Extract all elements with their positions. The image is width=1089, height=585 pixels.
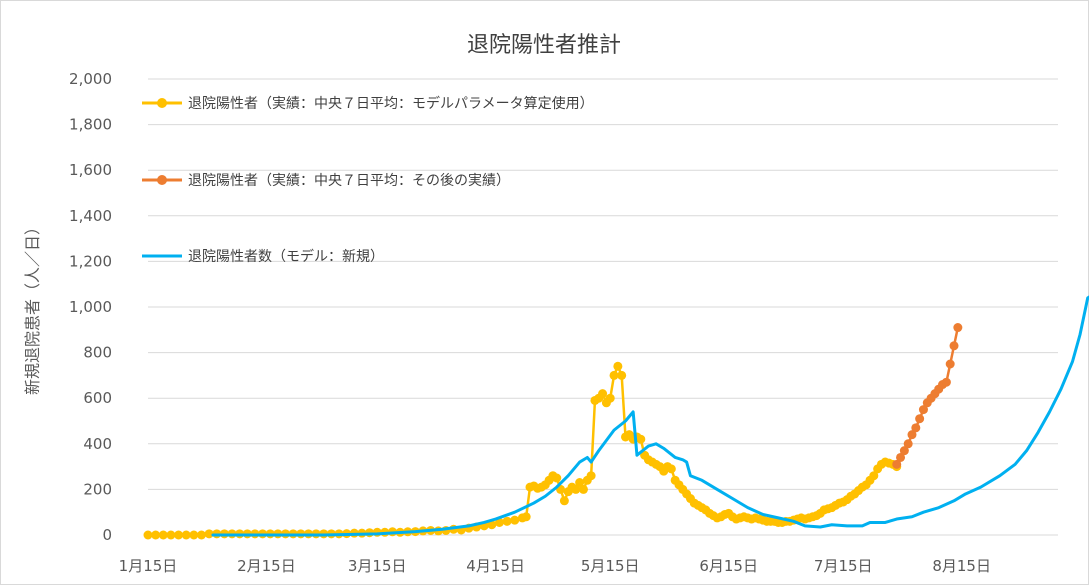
y-axis-ticks: 0 200 400 600 800 1,000 1,200 1,400 1,600 1,800 2,… (69, 70, 112, 544)
y-tick-label: 200 (83, 480, 112, 498)
data-point (896, 452, 906, 462)
data-point (899, 446, 909, 456)
data-point (166, 530, 176, 540)
data-point (941, 377, 951, 387)
series-layer (143, 295, 1089, 540)
y-tick-label: 1,800 (69, 116, 112, 134)
data-point (494, 517, 504, 527)
data-point (609, 370, 619, 380)
y-tick-label: 800 (83, 344, 112, 362)
y-tick-label: 600 (83, 389, 112, 407)
x-tick-label: 1月15日 (119, 557, 178, 575)
x-tick-label: 2月15日 (237, 557, 296, 575)
data-point (181, 530, 191, 540)
data-point (559, 496, 569, 506)
data-point (487, 520, 497, 530)
data-point (613, 361, 623, 371)
data-point (915, 414, 925, 424)
data-point (666, 464, 676, 474)
legend-marker (157, 175, 167, 185)
data-point (949, 341, 959, 351)
y-tick-label: 1,200 (69, 252, 112, 270)
data-point (174, 530, 184, 540)
data-point (510, 515, 520, 525)
data-point (617, 370, 627, 380)
data-point (945, 359, 955, 369)
x-tick-label: 3月15日 (348, 557, 407, 575)
data-point (158, 530, 168, 540)
data-point (918, 405, 928, 415)
gridlines (148, 78, 1058, 536)
legend-entry: 退院陽性者数（モデル：新規） (142, 248, 384, 265)
data-point (575, 478, 585, 488)
data-point (521, 512, 531, 522)
y-tick-label: 2,000 (69, 70, 112, 88)
data-point (636, 434, 646, 444)
data-point (143, 530, 153, 540)
legend-label: 退院陽性者（実績：中央７日平均：その後の実績） (188, 173, 510, 189)
data-point (892, 459, 902, 469)
x-tick-label: 4月15日 (466, 557, 525, 575)
legend-label: 退院陽性者（実績：中央７日平均：モデルパラメータ算定使用） (188, 95, 594, 112)
data-point (552, 473, 562, 483)
x-tick-label: 5月15日 (581, 557, 640, 575)
data-point (869, 471, 879, 481)
data-point (605, 393, 615, 403)
legend-label: 退院陽性者数（モデル：新規） (188, 248, 384, 265)
data-point (953, 323, 963, 333)
x-tick-label: 7月15日 (814, 557, 873, 575)
legend-marker (157, 98, 167, 108)
data-point (196, 530, 206, 540)
y-tick-label: 1,000 (69, 298, 112, 316)
x-tick-label: 8月15日 (932, 557, 991, 575)
legend-entry: 退院陽性者（実績：中央７日平均：その後の実績） (142, 173, 510, 189)
legend-entry: 退院陽性者（実績：中央７日平均：モデルパラメータ算定使用） (142, 95, 594, 112)
chart-title: 退院陽性者推計 (467, 33, 621, 58)
data-point (151, 530, 161, 540)
series-3 (211, 295, 1089, 537)
data-point (571, 484, 581, 494)
y-tick-label: 400 (83, 435, 112, 453)
data-point (578, 484, 588, 494)
data-point (598, 389, 608, 399)
data-point (911, 423, 921, 433)
x-tick-label: 6月15日 (699, 557, 758, 575)
y-tick-label: 1,400 (69, 207, 112, 225)
y-tick-label: 1,600 (69, 161, 112, 179)
series-2 (892, 323, 963, 469)
data-point (189, 530, 199, 540)
legend: 退院陽性者（実績：中央７日平均：モデルパラメータ算定使用） 退院陽性者（実績：中央… (142, 95, 594, 265)
series-1 (143, 361, 902, 540)
data-point (903, 439, 913, 449)
data-point (586, 471, 596, 481)
data-point (204, 529, 214, 539)
x-axis-ticks: 1月15日 2月15日 3月15日 4月15日 5月15日 6月15日 7月15日 8月15日 (119, 557, 991, 575)
y-axis-label: 新規退院患者（人／日） (23, 219, 42, 395)
y-tick-label: 0 (102, 526, 112, 544)
data-point (907, 430, 917, 440)
data-point (502, 516, 512, 526)
series-line (211, 295, 1089, 537)
